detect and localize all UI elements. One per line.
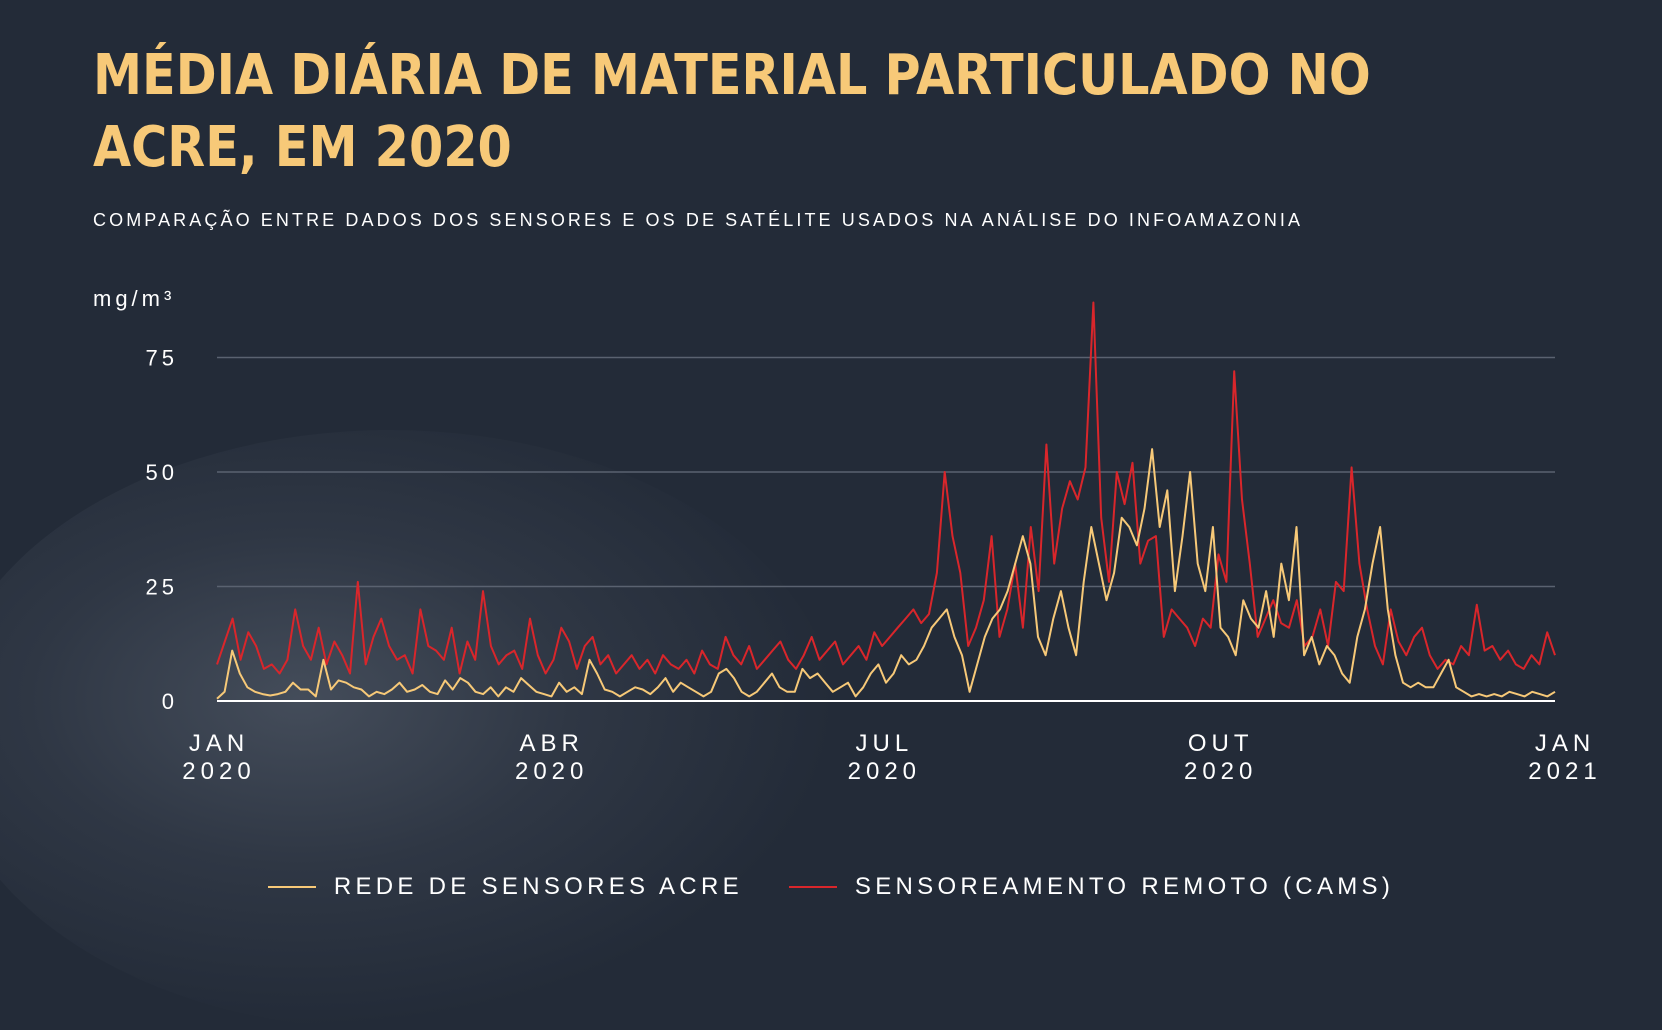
y-axis-ticks: 0 25 50 75	[146, 346, 178, 715]
legend-swatch-cams	[788, 886, 837, 888]
y-tick-label: 50	[146, 460, 178, 485]
y-tick-label: 75	[146, 346, 178, 371]
y-axis-unit-label: mg/m³	[93, 286, 175, 311]
x-tick-month: JAN	[1535, 730, 1595, 757]
chart-subtitle: COMPARAÇÃO ENTRE DADOS DOS SENSORES E OS…	[93, 210, 1304, 230]
x-tick-month: JUL	[856, 730, 914, 757]
x-tick-year: 2020	[1184, 758, 1257, 785]
y-tick-label: 0	[162, 689, 178, 714]
legend-item-cams[interactable]: SENSOREAMENTO REMOTO (CAMS)	[788, 873, 1395, 901]
legend-label-sensors: REDE DE SENSORES ACRE	[333, 873, 743, 900]
y-tick-label: 25	[146, 575, 178, 600]
x-tick-year: 2020	[182, 758, 255, 785]
x-tick-year: 2020	[848, 758, 921, 785]
chart-title: MÉDIA DIÁRIA DE MATERIAL PARTICULADO NO …	[93, 43, 1371, 180]
x-tick-year: 2021	[1528, 758, 1601, 785]
grid-lines	[217, 356, 1555, 588]
series-line-sensors	[216, 448, 1556, 700]
x-tick-month: OUT	[1188, 730, 1254, 757]
x-tick-month: JAN	[189, 730, 249, 757]
legend-item-sensors[interactable]: REDE DE SENSORES ACRE	[267, 873, 743, 901]
series-line-cams	[216, 301, 1556, 675]
series-lines	[216, 301, 1556, 700]
legend: REDE DE SENSORES ACRE SENSOREAMENTO REMO…	[0, 873, 1662, 901]
background-smoke	[0, 430, 840, 1030]
x-tick-month: ABR	[519, 730, 583, 757]
legend-label-cams: SENSOREAMENTO REMOTO (CAMS)	[854, 873, 1395, 900]
legend-swatch-sensors	[267, 886, 316, 888]
x-tick-year: 2020	[515, 758, 588, 785]
